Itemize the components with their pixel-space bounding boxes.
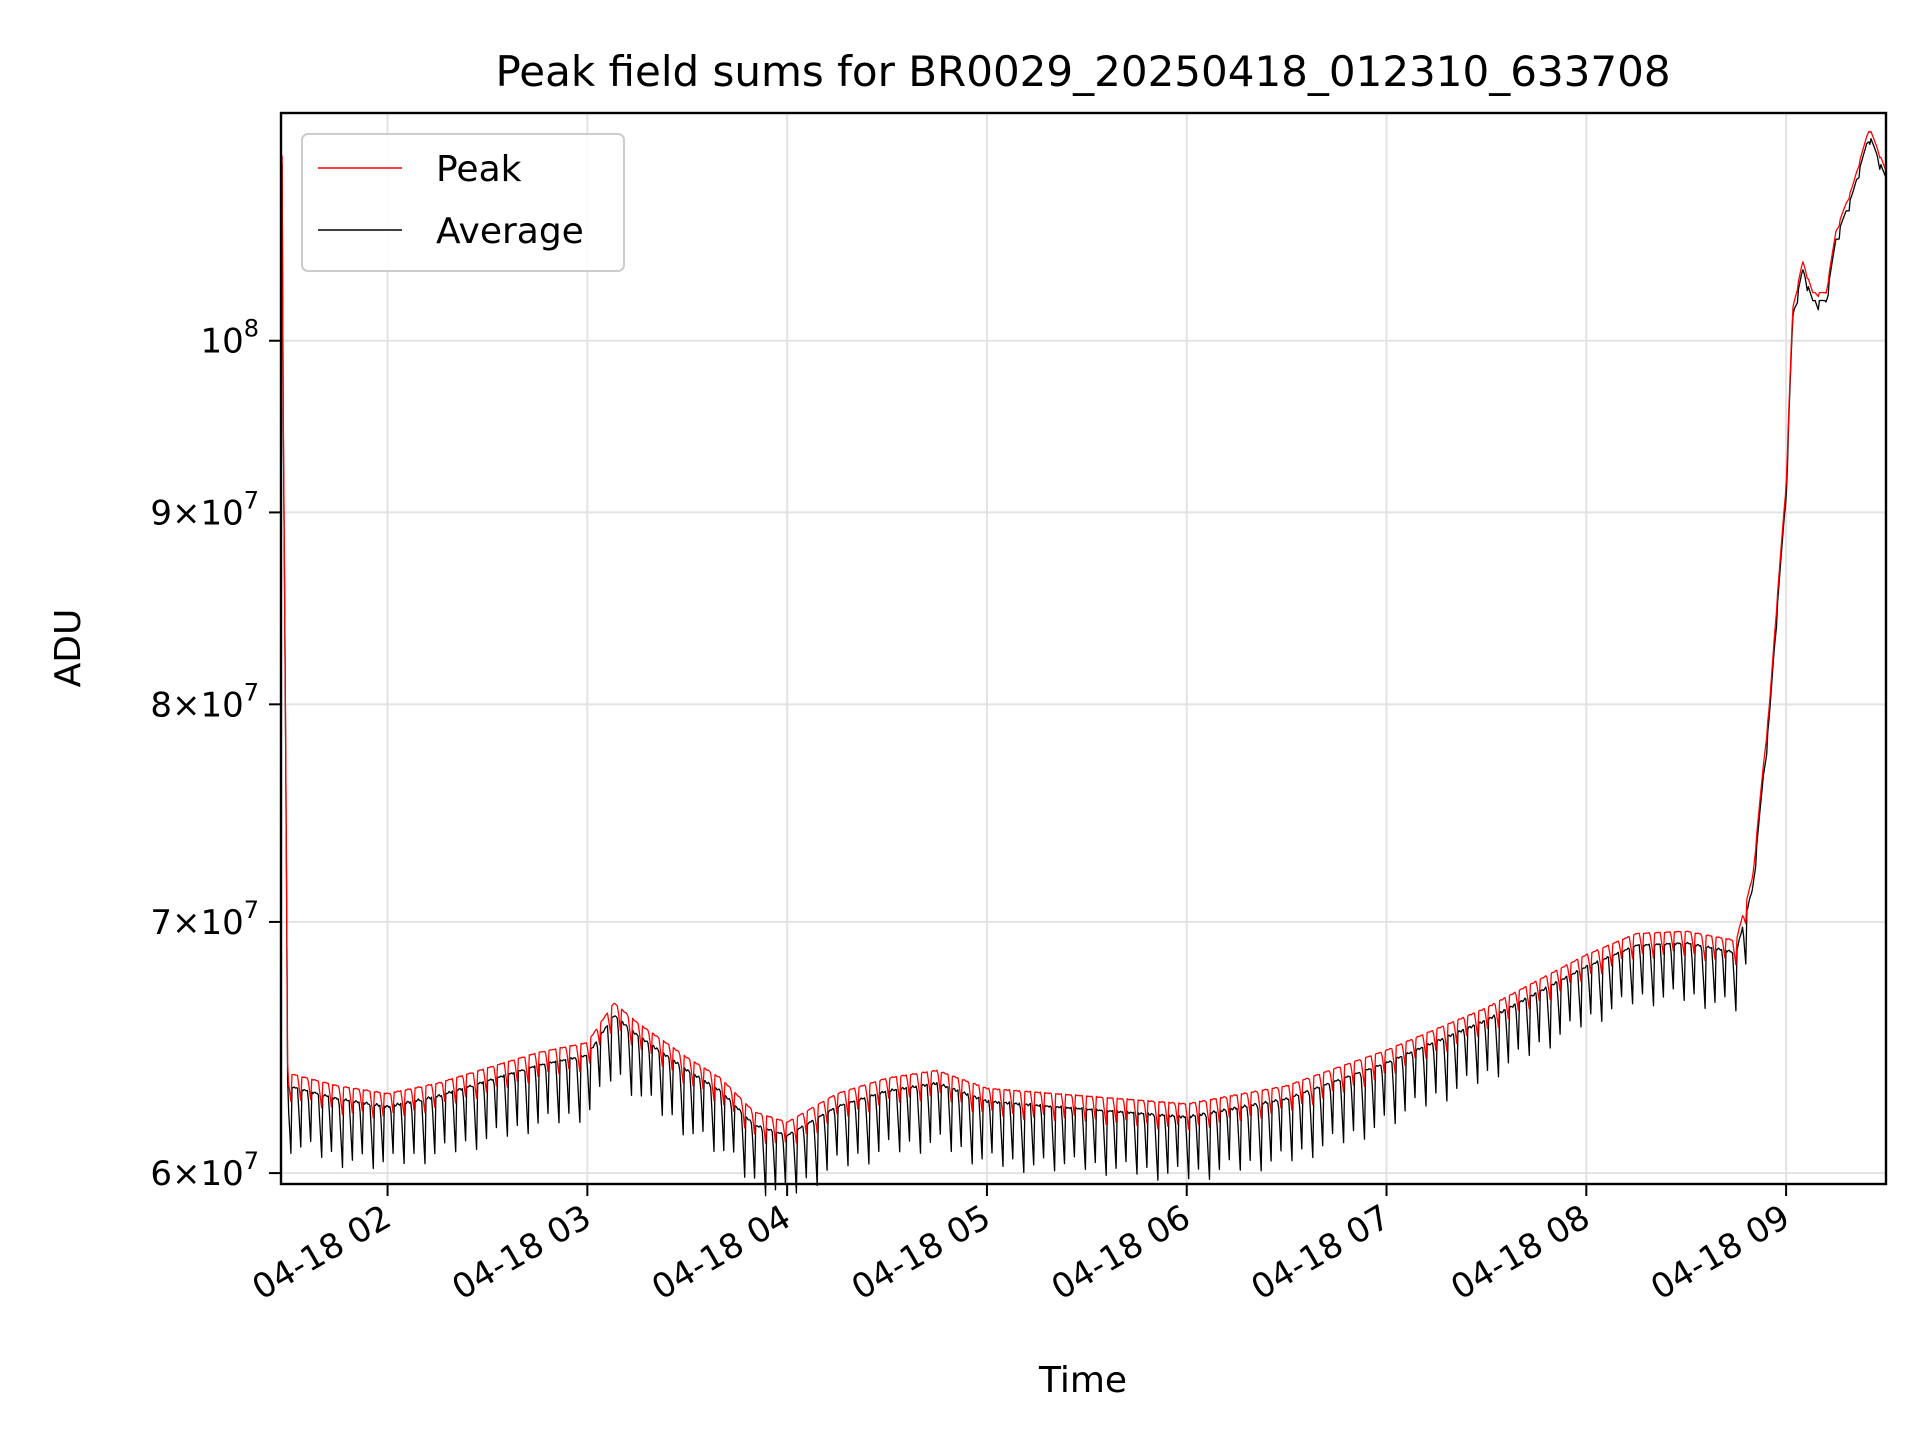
y-tick-mantissa: 9 xyxy=(150,493,172,533)
y-tick-base: 10 xyxy=(200,322,243,362)
y-tick-base: 10 xyxy=(200,685,243,725)
y-tick-exponent: 7 xyxy=(244,678,259,706)
series-layer xyxy=(281,130,1886,1197)
legend-average-label: Average xyxy=(436,211,584,252)
y-tick-exponent: 7 xyxy=(244,486,259,514)
y-tick-exponent: 7 xyxy=(244,1147,259,1175)
plot-frame xyxy=(279,111,1888,1186)
y-tick-mantissa: 7 xyxy=(150,903,172,943)
legend-peak-label: Peak xyxy=(436,149,522,190)
y-tick-times: × xyxy=(172,903,201,943)
series-line-peak xyxy=(281,130,1886,1144)
y-tick-times: × xyxy=(172,1154,201,1194)
y-tick-label: 6×107 xyxy=(150,1147,259,1194)
y-axis-label: ADU xyxy=(48,609,89,688)
chart-title: Peak field sums for BR0029_20250418_0123… xyxy=(495,47,1670,96)
y-tick-mantissa: 8 xyxy=(150,685,172,725)
y-tick-base: 10 xyxy=(200,493,243,533)
y-tick-label: 7×107 xyxy=(150,896,259,943)
series-line-average xyxy=(281,138,1886,1197)
y-tick-exponent: 8 xyxy=(244,315,259,343)
y-tick-label: 8×107 xyxy=(150,678,259,725)
grid xyxy=(281,113,1886,1184)
y-tick-times: × xyxy=(172,685,201,725)
y-tick-base: 10 xyxy=(200,1154,243,1194)
y-tick-label: 9×107 xyxy=(150,486,259,533)
y-tick-exponent: 7 xyxy=(244,896,259,924)
legend: Peak Average xyxy=(301,133,625,272)
y-tick-mantissa: 6 xyxy=(150,1154,172,1194)
y-tick-base: 10 xyxy=(200,903,243,943)
y-tick-label: 108 xyxy=(200,315,259,362)
y-tick-times: × xyxy=(172,493,201,533)
x-axis-label: Time xyxy=(1038,1360,1127,1401)
